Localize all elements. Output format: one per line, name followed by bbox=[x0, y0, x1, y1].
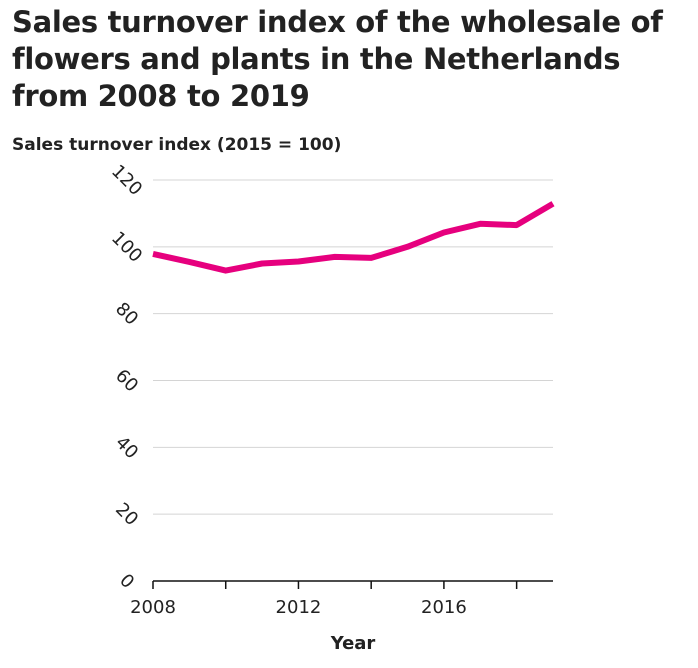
chart-title: Sales turnover index of the wholesale of… bbox=[12, 5, 663, 113]
series bbox=[152, 201, 555, 274]
y-axis-title: Sales turnover index (2015 = 100) bbox=[12, 135, 342, 155]
y-tick-label: 80 bbox=[111, 298, 142, 329]
y-tick-labels: 0 20 40 60 80 100 120 bbox=[107, 161, 146, 593]
x-axis bbox=[152, 580, 553, 589]
x-tick-label: 2016 bbox=[421, 597, 467, 618]
y-tick-label: 0 bbox=[115, 570, 138, 593]
x-axis-title: Year bbox=[330, 633, 376, 654]
x-tick-labels: 2008 2012 2016 bbox=[130, 597, 467, 618]
y-tick-label: 20 bbox=[111, 499, 142, 530]
y-tick-label: 40 bbox=[111, 432, 142, 463]
y-tick-label: 120 bbox=[107, 161, 146, 200]
y-tick-label: 100 bbox=[107, 228, 146, 267]
x-tick-label: 2008 bbox=[130, 597, 176, 618]
gridlines bbox=[153, 179, 553, 515]
series-line bbox=[152, 201, 555, 274]
y-tick-label: 60 bbox=[111, 365, 142, 396]
x-tick-label: 2012 bbox=[276, 597, 322, 618]
